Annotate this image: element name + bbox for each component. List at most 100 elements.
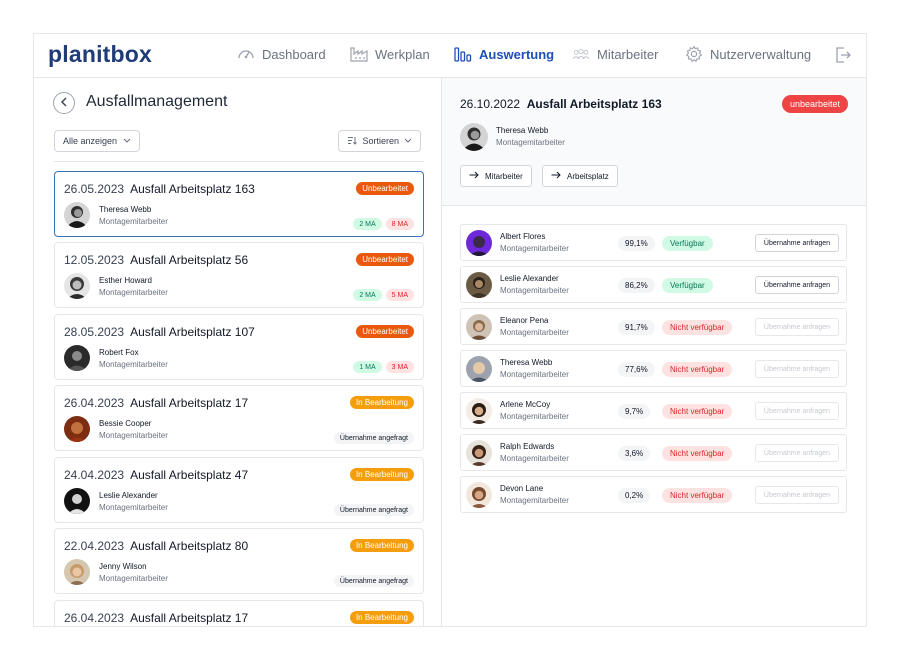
page-title: Ausfallmanagement xyxy=(86,93,228,110)
incident-card[interactable]: 22.04.2023 Ausfall Arbeitsplatz 80 In Be… xyxy=(54,528,424,594)
employee-row: Eleanor Pena Montagemitarbeiter 91,7% Ni… xyxy=(460,308,847,345)
nav-werkplan[interactable]: Werkplan xyxy=(350,46,430,62)
incident-card[interactable]: 12.05.2023 Ausfall Arbeitsplatz 56 Unbea… xyxy=(54,242,424,308)
card-title-text: Ausfall Arbeitsplatz 163 xyxy=(130,182,255,196)
employee-name: Ralph Edwards xyxy=(500,442,555,451)
employee-role: Montagemitarbeiter xyxy=(500,370,569,379)
badge-needed: 8 MA xyxy=(385,218,414,230)
employee-role: Montagemitarbeiter xyxy=(500,412,569,421)
match-percentage: 91,7% xyxy=(618,320,655,335)
incident-card[interactable]: 26.05.2023 Ausfall Arbeitsplatz 163 Unbe… xyxy=(54,171,424,237)
incident-card[interactable]: 26.04.2023 Ausfall Arbeitsplatz 17 In Be… xyxy=(54,600,424,626)
person-name: Bessie Cooper xyxy=(99,419,152,428)
card-date: 28.05.2023 xyxy=(64,325,125,339)
avatar xyxy=(64,273,90,299)
card-date: 12.05.2023 xyxy=(64,253,125,267)
match-percentage: 77,6% xyxy=(618,362,655,377)
status-badge: In Bearbeitung xyxy=(349,468,414,481)
person-role: Montagemitarbeiter xyxy=(99,288,168,297)
match-percentage: 0,2% xyxy=(618,488,651,503)
chevron-left-icon xyxy=(60,96,68,110)
nav-nutzerverwaltung[interactable]: Nutzerverwaltung xyxy=(685,45,811,63)
availability-badge: Nicht verfügbar xyxy=(662,404,733,419)
card-date: 26.04.2023 xyxy=(64,611,125,625)
divider xyxy=(54,161,424,162)
employee-role: Montagemitarbeiter xyxy=(500,244,569,253)
badge-group: 2 MA 8 MA xyxy=(353,218,414,230)
person-role: Montagemitarbeiter xyxy=(99,503,168,512)
factory-icon xyxy=(350,46,368,62)
status-badge: Unbearbeitet xyxy=(356,182,414,195)
avatar xyxy=(64,488,90,514)
badge-needed: 5 MA xyxy=(385,289,414,301)
goto-employee-button[interactable]: Mitarbeiter xyxy=(460,165,532,187)
sort-dropdown[interactable]: Sortieren xyxy=(338,130,421,152)
employee-role: Montagemitarbeiter xyxy=(500,454,569,463)
logout-icon[interactable] xyxy=(834,46,852,64)
button-label: Arbeitsplatz xyxy=(567,171,609,181)
employee-name: Devon Lane xyxy=(500,484,544,493)
card-title: 24.04.2023 Ausfall Arbeitsplatz 47 xyxy=(64,468,248,482)
avatar xyxy=(466,398,492,424)
card-title-text: Ausfall Arbeitsplatz 56 xyxy=(130,253,249,267)
employee-role: Montagemitarbeiter xyxy=(500,286,569,295)
sort-icon xyxy=(347,136,358,147)
person-role: Montagemitarbeiter xyxy=(99,360,168,369)
availability-badge: Verfügbar xyxy=(662,278,713,293)
request-takeover-button[interactable]: Übernahme anfragen xyxy=(755,234,839,252)
incident-card[interactable]: 26.04.2023 Ausfall Arbeitsplatz 17 In Be… xyxy=(54,385,424,451)
card-title: 12.05.2023 Ausfall Arbeitsplatz 56 xyxy=(64,253,248,267)
person-role: Montagemitarbeiter xyxy=(99,574,168,583)
arrow-right-icon xyxy=(551,171,561,181)
filter-dropdown[interactable]: Alle anzeigen xyxy=(54,130,141,152)
left-panel: Ausfallmanagement Alle anzeigen Sortiere… xyxy=(34,78,442,626)
employee-role: Montagemitarbeiter xyxy=(500,328,569,337)
status-badge: Unbearbeitet xyxy=(356,253,414,266)
request-takeover-button[interactable]: Übernahme anfragen xyxy=(755,276,839,294)
back-button[interactable] xyxy=(53,92,75,114)
detail-title-text: Ausfall Arbeitsplatz 163 xyxy=(526,97,662,111)
status-badge: In Bearbeitung xyxy=(349,611,414,624)
status-badge: In Bearbeitung xyxy=(349,539,414,552)
request-takeover-button[interactable]: Übernahme anfragen xyxy=(755,360,839,378)
availability-badge: Nicht verfügbar xyxy=(662,488,733,503)
request-takeover-button[interactable]: Übernahme anfragen xyxy=(755,318,839,336)
arrow-right-icon xyxy=(469,171,479,181)
card-title: 26.04.2023 Ausfall Arbeitsplatz 17 xyxy=(64,611,248,625)
incident-card[interactable]: 28.05.2023 Ausfall Arbeitsplatz 107 Unbe… xyxy=(54,314,424,380)
employee-name: Eleanor Pena xyxy=(500,316,549,325)
button-label: Mitarbeiter xyxy=(485,171,523,181)
card-title: 26.05.2023 Ausfall Arbeitsplatz 163 xyxy=(64,182,255,196)
top-navigation: planitbox Dashboard Werkplan Auswertung … xyxy=(34,34,866,78)
detail-header: 26.10.2022 Ausfall Arbeitsplatz 163 unbe… xyxy=(442,78,866,206)
employee-name: Albert Flores xyxy=(500,232,546,241)
match-percentage: 9,7% xyxy=(618,404,651,419)
detail-title: 26.10.2022 Ausfall Arbeitsplatz 163 xyxy=(460,97,662,111)
badge-available: 2 MA xyxy=(353,218,382,230)
badge-takeover-requested: Übernahme angefragt xyxy=(333,575,414,587)
avatar xyxy=(64,202,90,228)
nav-mitarbeiter[interactable]: Mitarbeiter xyxy=(572,46,658,62)
nav-dashboard[interactable]: Dashboard xyxy=(237,46,326,62)
card-title-text: Ausfall Arbeitsplatz 80 xyxy=(130,539,249,553)
nav-auswertung[interactable]: Auswertung xyxy=(454,46,554,62)
avatar xyxy=(466,314,492,340)
goto-workplace-button[interactable]: Arbeitsplatz xyxy=(542,165,618,187)
card-date: 24.04.2023 xyxy=(64,468,125,482)
incident-card[interactable]: 24.04.2023 Ausfall Arbeitsplatz 47 In Be… xyxy=(54,457,424,523)
card-title-text: Ausfall Arbeitsplatz 47 xyxy=(130,468,249,482)
request-takeover-button[interactable]: Übernahme anfragen xyxy=(755,486,839,504)
filter-label: Alle anzeigen xyxy=(63,136,118,146)
bar-chart-icon xyxy=(454,46,472,62)
request-takeover-button[interactable]: Übernahme anfragen xyxy=(755,444,839,462)
employee-row: Albert Flores Montagemitarbeiter 99,1% V… xyxy=(460,224,847,261)
logo[interactable]: planitbox xyxy=(48,41,153,67)
badge-group: Übernahme angefragt xyxy=(333,575,414,587)
employee-row: Leslie Alexander Montagemitarbeiter 86,2… xyxy=(460,266,847,303)
card-date: 26.05.2023 xyxy=(64,182,125,196)
request-takeover-button[interactable]: Übernahme anfragen xyxy=(755,402,839,420)
app-window: planitbox Dashboard Werkplan Auswertung … xyxy=(33,33,867,627)
person-name: Theresa Webb xyxy=(99,205,152,214)
person-name: Theresa Webb xyxy=(496,126,549,135)
detail-date: 26.10.2022 xyxy=(460,97,521,111)
